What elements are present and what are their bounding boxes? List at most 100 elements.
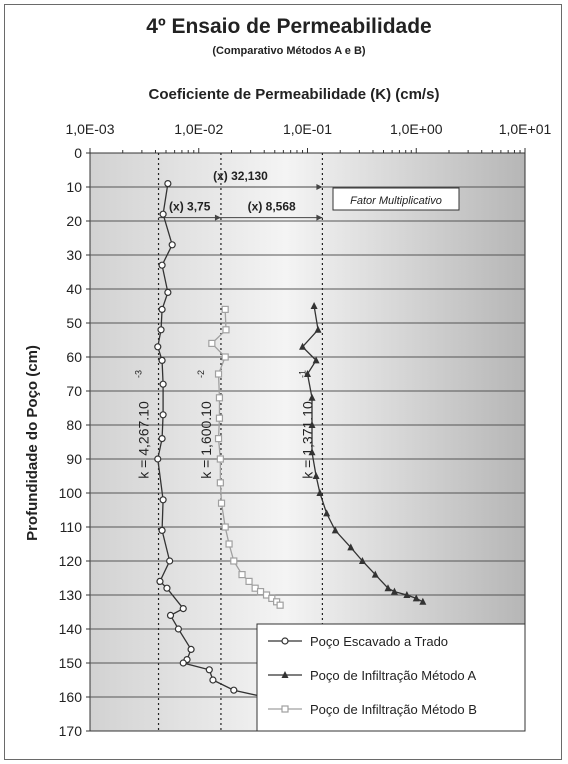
mean-line-exponent: -1 [297,370,307,378]
data-point [281,671,289,678]
x-tick-label: 1,0E-01 [283,121,332,137]
data-point [158,356,166,364]
data-point [230,557,238,565]
y-tick-label: 80 [66,417,82,433]
data-point [164,288,172,296]
series [154,180,427,701]
annotation-label: (x) 8,568 [248,200,296,214]
series-group [208,305,284,609]
y-tick-label: 20 [66,213,82,229]
data-point [276,601,284,609]
data-point [314,325,322,333]
data-point [299,342,307,350]
data-point [312,356,320,364]
y-tick-label: 100 [59,485,83,501]
annotation-arrowhead [316,214,323,221]
annotation-arrowhead [316,184,323,190]
data-point [214,435,223,443]
callout-text: Fator Multiplicativo [350,195,442,207]
mean-line-exponent: -3 [134,370,144,378]
data-point [312,472,320,479]
data-point [390,587,398,595]
data-point [158,435,166,443]
y-tick-label: 120 [59,553,83,569]
y-tick-label: 150 [59,655,83,671]
mean-line-label: k = 4,267.10 [136,401,152,479]
data-point [221,523,229,531]
data-point [215,394,224,402]
y-tick-label: 10 [66,179,82,195]
data-point [316,489,324,496]
data-point [347,543,355,551]
data-point [419,597,427,605]
mean-line-label: k = 1,600.10 [198,401,214,479]
data-point [281,705,289,713]
data-point [158,261,166,269]
data-point [371,570,379,578]
y-tick-label: 50 [66,315,82,331]
data-point [222,326,230,334]
y-tick-label: 170 [59,723,83,739]
data-point [187,645,195,654]
annotations: (x) 32,130 (x) 3,75 (x) 8,568 [158,169,323,221]
data-point [154,343,162,351]
data-point [168,241,176,249]
series-group [154,180,268,701]
x-tick-label: 1,0E+01 [499,121,552,137]
data-point [308,448,316,456]
y-tick-label: 90 [66,451,82,467]
data-point [230,686,238,694]
y-tick-label: 0 [74,145,82,161]
data-point [256,587,265,596]
data-point [245,577,253,586]
mean-line-exponent: -2 [196,370,206,378]
series-group [299,302,427,605]
y-tick-label: 140 [59,621,83,637]
data-point [174,625,183,633]
x-tick-label: 1,0E-03 [65,121,114,137]
data-point [166,611,175,620]
data-point [156,577,164,586]
data-point [158,305,166,313]
data-point [221,353,229,361]
data-point [214,370,223,378]
data-point [159,380,167,388]
data-point [403,591,411,598]
legend-label: Poço de Infiltração Método A [310,668,477,683]
data-point [238,570,246,579]
y-axis: 0 10 20 30 40 50 60 70 80 90 100 110 120 130 140 150 160… [59,145,90,739]
data-point [159,210,167,218]
data-point [158,526,166,535]
chart-subtitle: (Comparativo Métodos A e B) [212,45,366,57]
x-tick-label: 1,0E+00 [390,121,443,137]
y-tick-label: 40 [66,281,82,297]
data-point [358,557,366,564]
data-point [216,455,224,463]
data-point [384,584,392,592]
chart-title: 4º Ensaio de Permeabilidade [146,15,431,38]
mean-lines: k = 4,267.10 -3 k = 1,600.10 -2 k = 1,371.10… [134,153,324,731]
data-point [205,666,213,674]
y-tick-label: 70 [66,383,82,399]
data-point [323,509,331,517]
x-axis-title: Coeficiente de Permeabilidade (K) (cm/s) [149,86,440,103]
data-point [208,339,216,347]
data-point [164,180,172,188]
data-point [225,540,233,548]
data-point [331,526,339,534]
data-point [154,455,162,463]
mean-line-label: k = 1,371.10 [299,401,315,479]
data-point [163,584,171,592]
data-point [308,393,316,401]
legend: Poço Escavado a Trado Poço de Infiltração… [256,623,526,732]
y-axis-title: Profundidade do Poço (cm) [24,345,41,541]
data-point [159,496,167,504]
y-tick-label: 60 [66,349,82,365]
data-point [217,499,226,507]
data-point [281,637,289,645]
x-tick-label: 1,0E-02 [174,121,223,137]
y-tick-label: 110 [60,519,83,535]
callout-box: Fator Multiplicativo [332,187,460,211]
data-point [412,594,420,602]
